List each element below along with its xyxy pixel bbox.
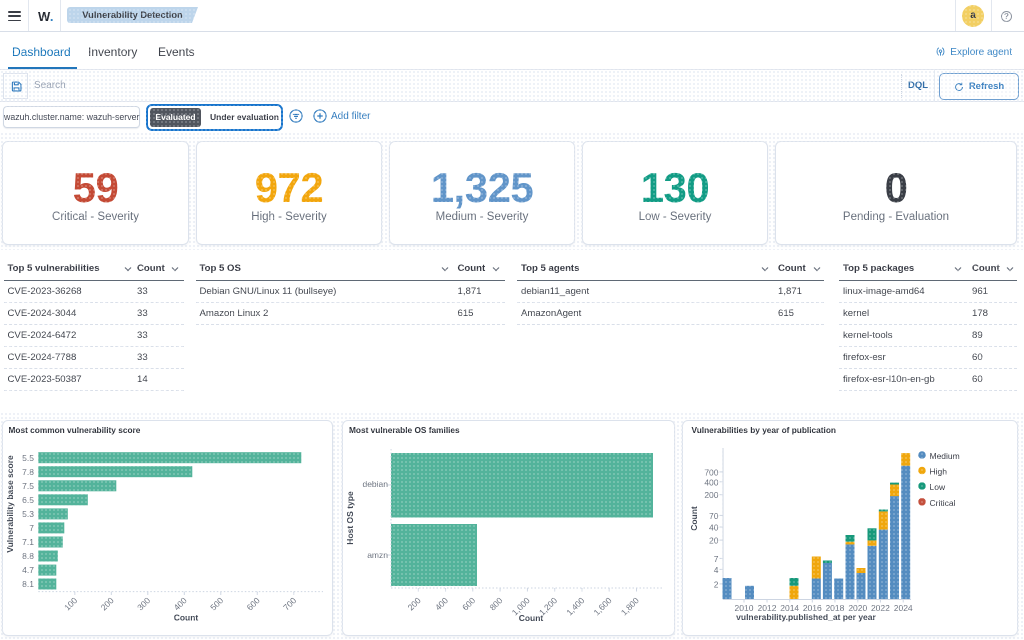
svg-text:Critical: Critical [930,498,956,508]
svg-text:Medium: Medium [930,451,960,461]
svg-text:7.5: 7.5 [22,481,34,491]
svg-text:Most common vulnerability scor: Most common vulnerability score [9,425,141,435]
svg-text:1,600: 1,600 [591,595,613,617]
svg-text:8.8: 8.8 [22,551,34,561]
svg-text:2022: 2022 [871,603,890,613]
svg-text:High: High [930,467,948,477]
svg-text:7.8: 7.8 [22,467,34,477]
svg-text:800: 800 [487,595,504,612]
svg-text:400: 400 [432,595,449,612]
svg-text:2012: 2012 [758,603,777,613]
svg-text:70: 70 [709,511,719,521]
svg-text:8.1: 8.1 [22,579,34,589]
svg-text:2018: 2018 [825,603,844,613]
svg-text:400: 400 [172,595,189,612]
svg-text:Count: Count [689,506,699,531]
svg-text:Most vulnerable OS families: Most vulnerable OS families [349,425,460,435]
svg-text:2016: 2016 [803,603,822,613]
svg-text:7: 7 [29,523,34,533]
svg-text:600: 600 [245,595,262,612]
svg-text:2014: 2014 [780,603,799,613]
svg-text:vulnerability.published_at per: vulnerability.published_at per year [736,612,876,622]
svg-text:Low: Low [930,482,946,492]
svg-text:Vulnerabilities by year of pub: Vulnerabilities by year of publication [692,425,836,435]
svg-text:700: 700 [704,467,718,477]
svg-text:200: 200 [704,490,718,500]
svg-text:4: 4 [714,565,719,575]
svg-text:2020: 2020 [848,603,867,613]
svg-text:Count: Count [518,613,543,623]
svg-text:200: 200 [99,595,116,612]
svg-text:400: 400 [704,477,718,487]
svg-text:1,800: 1,800 [618,595,640,617]
svg-text:100: 100 [62,595,79,612]
svg-text:2024: 2024 [894,603,913,613]
svg-text:40: 40 [709,523,719,533]
svg-text:amzn: amzn [367,550,388,560]
svg-text:7: 7 [714,554,719,564]
svg-text:20: 20 [709,536,719,546]
svg-text:Count: Count [174,613,199,623]
svg-text:5.3: 5.3 [22,509,34,519]
svg-text:7.1: 7.1 [22,537,34,547]
svg-text:6.5: 6.5 [22,495,34,505]
svg-text:700: 700 [281,595,298,612]
svg-text:2: 2 [714,579,719,589]
svg-text:2010: 2010 [735,603,754,613]
svg-text:600: 600 [460,595,477,612]
svg-text:Host OS type: Host OS type [345,491,355,545]
svg-text:4.7: 4.7 [22,565,34,575]
svg-text:300: 300 [135,595,152,612]
svg-text:5.5: 5.5 [22,453,34,463]
svg-text:debian: debian [362,479,388,489]
svg-text:1,400: 1,400 [564,595,586,617]
svg-text:Vulnerability base score: Vulnerability base score [5,455,15,553]
svg-text:500: 500 [208,595,225,612]
svg-text:200: 200 [405,595,422,612]
